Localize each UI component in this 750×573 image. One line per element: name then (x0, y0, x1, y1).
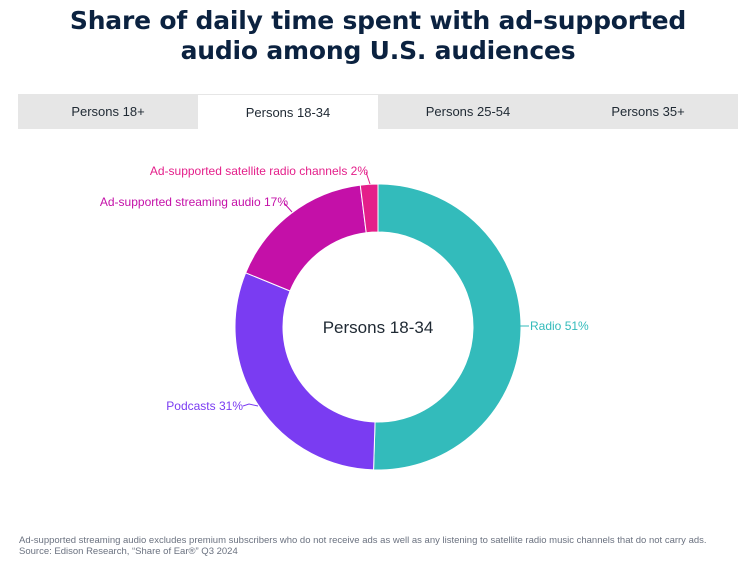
data-label-radio: Radio 51% (530, 319, 589, 333)
slice-radio[interactable] (373, 183, 522, 471)
leader-line-ad-supported-streaming-audio (283, 202, 293, 213)
data-label-ad-supported-streaming-audio: Ad-supported streaming audio 17% (100, 195, 288, 209)
chart-title-line-1: Share of daily time spent with ad-suppor… (69, 6, 687, 35)
audience-tabs: Persons 18+ Persons 18-34 Persons 25-54 … (18, 94, 738, 129)
tab-persons-18-34[interactable]: Persons 18-34 (198, 95, 378, 129)
leader-line-podcasts (242, 403, 259, 407)
footnote-note: Ad-supported streaming audio excludes pr… (19, 535, 707, 546)
tab-persons-18-plus[interactable]: Persons 18+ (71, 104, 145, 119)
leader-line-ad-supported-satellite-radio-channels (365, 171, 371, 185)
tab-persons-25-54[interactable]: Persons 25-54 (425, 104, 511, 119)
footnote-source: Source: Edison Research, “Share of Ear®”… (19, 546, 238, 557)
data-label-podcasts: Podcasts 31% (166, 399, 243, 413)
slice-podcasts[interactable] (234, 272, 376, 471)
footnote: Ad-supported streaming audio excludes pr… (19, 535, 707, 557)
data-label-ad-supported-satellite-radio-channels: Ad-supported satellite radio channels 2% (150, 164, 368, 178)
chart-title-line-2: audio among U.S. audiences (180, 36, 576, 65)
tab-persons-35-plus[interactable]: Persons 35+ (611, 104, 685, 119)
chart-title: Share of daily time spent with ad-suppor… (0, 6, 750, 66)
donut-center-label: Persons 18-34 (323, 318, 434, 337)
slice-ad-supported-satellite-radio-channels[interactable] (359, 183, 379, 234)
